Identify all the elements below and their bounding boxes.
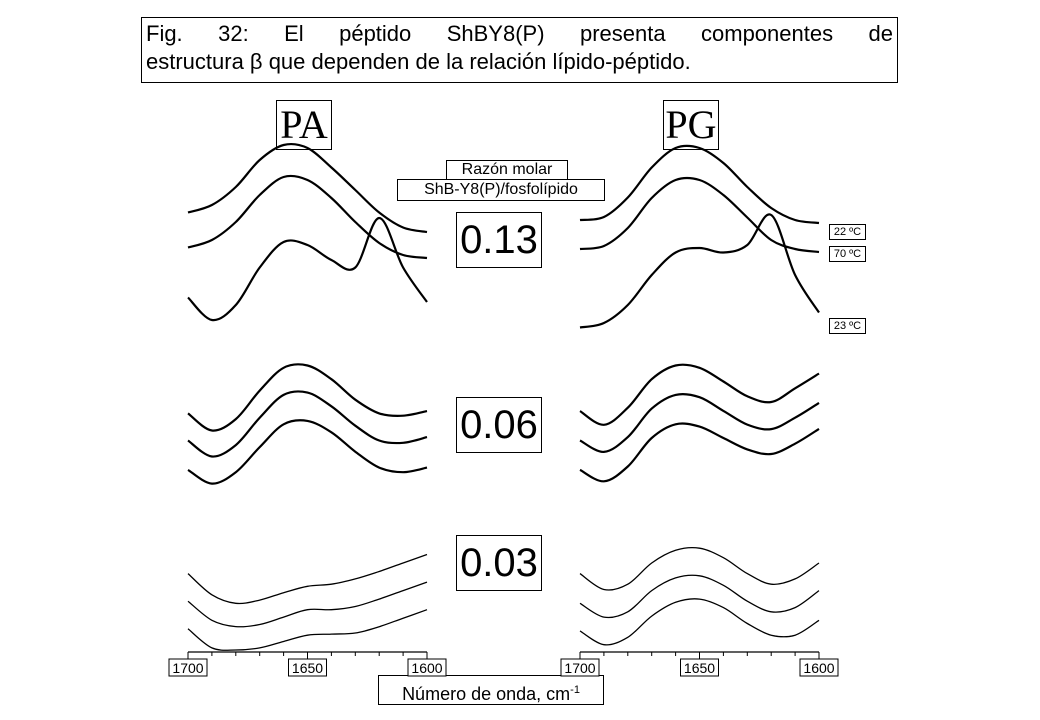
caption-line-2: estructura β que dependen de la relación…	[146, 49, 691, 74]
spectrum-pa-013-series-1	[187, 174, 428, 260]
spectrum-pg-006-series-2	[579, 422, 820, 483]
tick-label-group-pg-1600: 1600	[799, 658, 839, 677]
ratio-header-line-2: ShB-Y8(P)/fosfolípido	[397, 179, 605, 201]
panel-title-pa: PA	[276, 100, 332, 150]
spectrum-pa-003-series-1	[187, 581, 428, 628]
caption-line-1: Fig. 32: El péptido ShBY8(P) presenta co…	[146, 21, 893, 46]
ratio-value-0-13: 0.13	[456, 212, 542, 268]
tick-label-group-pa-1700: 1700	[168, 658, 208, 677]
x-axis-title-text: Número de onda, cm	[402, 684, 571, 704]
spectrum-pa-006-series-1	[187, 390, 428, 458]
tick-label-pg-1600: 1600	[803, 660, 834, 676]
tick-label-box-pg-1650	[680, 658, 719, 677]
tick-label-box-pg-1700	[560, 658, 600, 677]
temp-label-70: 70 ºC	[829, 246, 866, 262]
figure-caption: Fig. 32: El péptido ShBY8(P) presenta co…	[141, 17, 898, 83]
spectrum-pg-013-series-2	[579, 213, 820, 329]
spectrum-pg-013-series-0	[579, 144, 820, 225]
x-axis-title-unit-exponent: -1	[570, 684, 580, 696]
tick-label-box-pa-1700	[168, 658, 208, 677]
panel-title-pg: PG	[663, 100, 719, 150]
spectrum-pg-003-series-1	[579, 574, 820, 619]
spectrum-pa-003-series-2	[187, 609, 428, 651]
ratio-value-0-03: 0.03	[456, 535, 542, 591]
x-axis-title: Número de onda, cm-1	[378, 675, 604, 705]
tick-label-group-pg-1650: 1650	[680, 658, 719, 677]
tick-label-pg-1700: 1700	[564, 660, 595, 676]
spectrum-pa-006-series-0	[187, 363, 428, 432]
ratio-value-0-06: 0.06	[456, 397, 542, 453]
spectrum-pa-013-series-0	[187, 142, 428, 234]
spectrum-pg-013-series-1	[579, 176, 820, 254]
tick-label-pa-1600: 1600	[411, 660, 442, 676]
spectrum-pg-003-series-0	[579, 546, 820, 591]
spectrum-pg-006-series-0	[579, 363, 820, 426]
temp-label-23: 23 ºC	[829, 318, 866, 334]
tick-label-pa-1700: 1700	[172, 660, 203, 676]
tick-label-box-pa-1650	[288, 658, 327, 677]
spectrum-pg-006-series-1	[579, 392, 820, 453]
temp-label-22: 22 ºC	[829, 224, 866, 240]
spectrum-pa-003-series-0	[187, 553, 428, 605]
tick-label-group-pg-1700: 1700	[560, 658, 600, 677]
spectrum-pg-003-series-2	[579, 598, 820, 646]
spectrum-pa-013-series-2	[187, 216, 428, 322]
spectrum-pa-006-series-2	[187, 419, 428, 485]
tick-label-box-pa-1600	[407, 658, 447, 677]
tick-label-group-pa-1650: 1650	[288, 658, 327, 677]
tick-label-group-pa-1600: 1600	[407, 658, 447, 677]
tick-label-box-pg-1600	[799, 658, 839, 677]
tick-label-pa-1650: 1650	[292, 660, 323, 676]
tick-label-pg-1650: 1650	[684, 660, 715, 676]
